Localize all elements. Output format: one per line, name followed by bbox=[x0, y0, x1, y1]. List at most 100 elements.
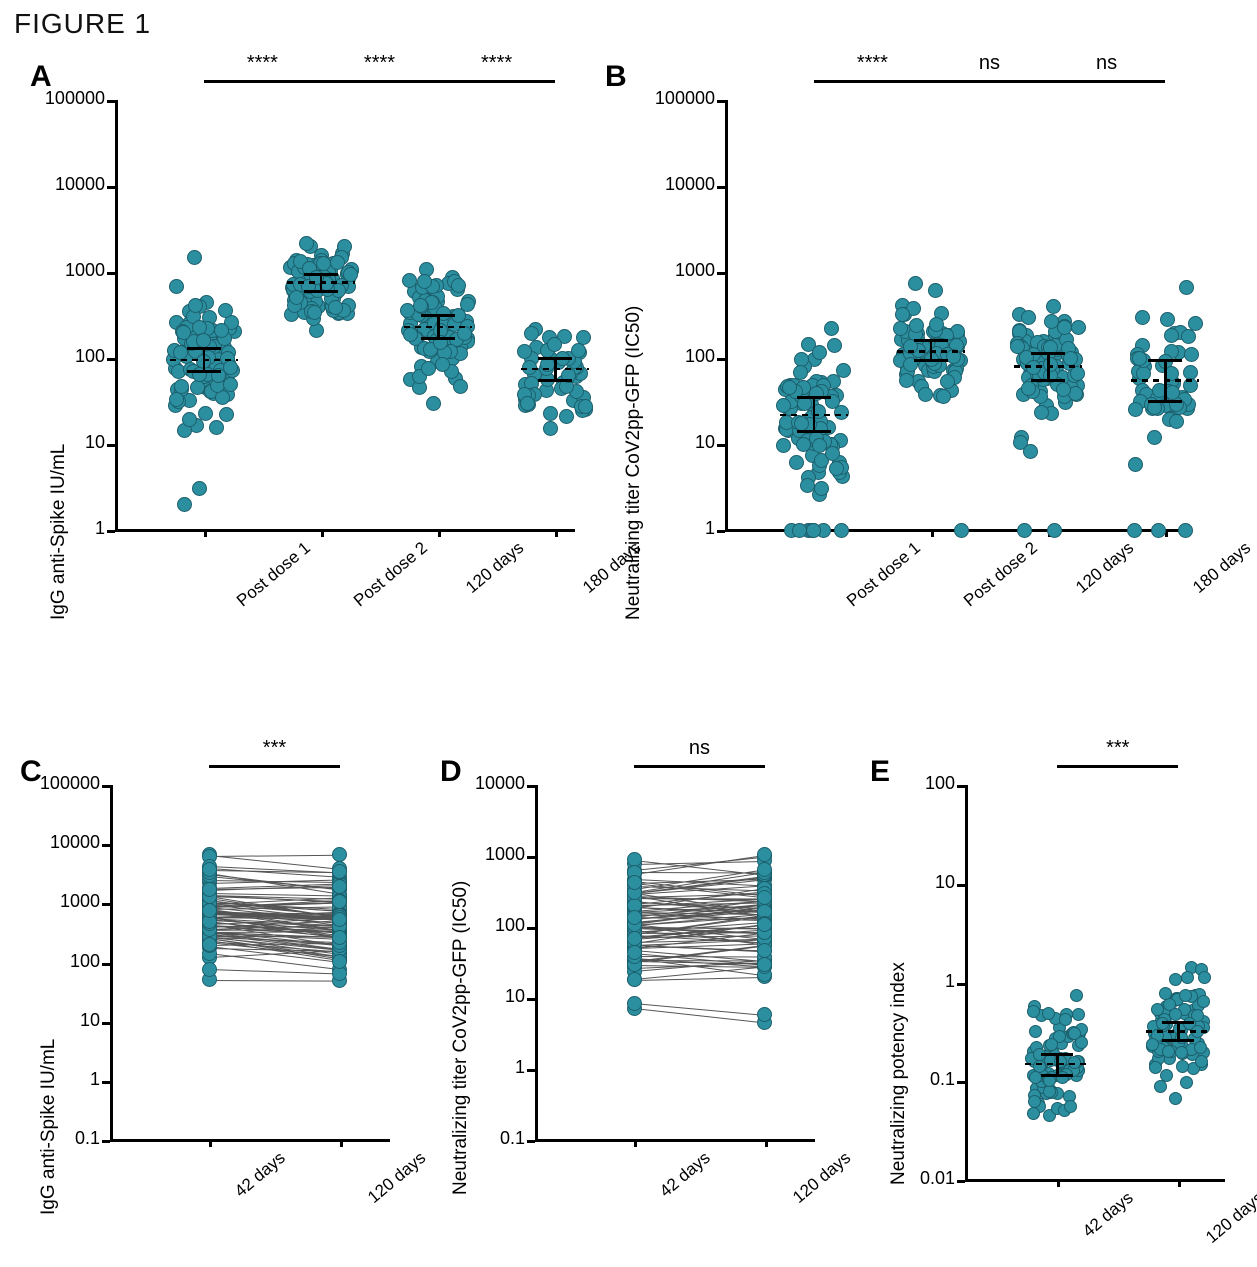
data-point bbox=[403, 327, 418, 342]
ci-vertical-line bbox=[1047, 353, 1050, 381]
ci-top-cap bbox=[1162, 1021, 1194, 1024]
ci-top-cap bbox=[304, 273, 338, 276]
x-category-label: Post dose 2 bbox=[960, 538, 1042, 611]
y-axis-line bbox=[965, 785, 968, 1180]
x-tick bbox=[931, 529, 934, 537]
y-tick-label: 10 bbox=[32, 1010, 100, 1031]
data-point bbox=[757, 862, 772, 877]
data-point bbox=[806, 523, 821, 538]
significance-label: ns bbox=[614, 737, 785, 760]
data-point bbox=[1135, 310, 1150, 325]
y-tick-label: 1 bbox=[37, 518, 105, 539]
data-point bbox=[543, 406, 558, 421]
data-point bbox=[202, 882, 217, 897]
y-tick bbox=[107, 186, 115, 189]
y-tick-label: 1 bbox=[887, 971, 955, 992]
data-point bbox=[1132, 351, 1147, 366]
x-axis-line bbox=[965, 1179, 1225, 1182]
y-tick bbox=[527, 785, 535, 788]
y-tick bbox=[957, 983, 965, 986]
data-point bbox=[812, 345, 827, 360]
data-point bbox=[1010, 339, 1025, 354]
x-category-label: Post dose 1 bbox=[233, 538, 315, 611]
significance-label: **** bbox=[418, 52, 575, 75]
ci-bottom-cap bbox=[1148, 400, 1182, 403]
data-point bbox=[1181, 971, 1194, 984]
data-point bbox=[1027, 1005, 1040, 1018]
data-point bbox=[571, 343, 586, 358]
y-tick bbox=[957, 1081, 965, 1084]
data-point bbox=[627, 972, 642, 987]
y-tick-label: 1000 bbox=[37, 260, 105, 281]
y-tick-label: 10000 bbox=[647, 174, 715, 195]
ci-bottom-cap bbox=[538, 379, 572, 382]
data-point bbox=[214, 323, 229, 338]
data-point bbox=[219, 407, 234, 422]
y-tick-label: 0.01 bbox=[887, 1168, 955, 1189]
y-tick-label: 100 bbox=[32, 951, 100, 972]
y-axis-line bbox=[535, 785, 538, 1140]
y-tick-label: 1 bbox=[32, 1069, 100, 1090]
data-point bbox=[928, 283, 943, 298]
x-axis-line bbox=[115, 529, 575, 532]
y-tick bbox=[527, 1140, 535, 1143]
data-point bbox=[188, 298, 203, 313]
data-point bbox=[1180, 1076, 1193, 1089]
y-tick-label: 100000 bbox=[37, 88, 105, 109]
data-point bbox=[426, 396, 441, 411]
data-point bbox=[827, 338, 842, 353]
data-point bbox=[1017, 523, 1032, 538]
ci-vertical-line bbox=[1164, 360, 1167, 401]
panel-b-ylabel: Neutralizing titer CoV2pp-GFP (IC50) bbox=[623, 306, 645, 620]
data-point bbox=[1059, 1013, 1072, 1026]
ci-bottom-cap bbox=[1162, 1039, 1194, 1042]
data-point bbox=[1047, 523, 1062, 538]
y-tick-label: 10 bbox=[647, 432, 715, 453]
y-tick-label: 10 bbox=[457, 986, 525, 1007]
y-tick bbox=[107, 272, 115, 275]
x-category-label: 42 days bbox=[231, 1148, 289, 1202]
data-point bbox=[524, 326, 539, 341]
y-tick-label: 100 bbox=[37, 346, 105, 367]
paired-connector-line bbox=[209, 969, 340, 974]
y-tick-label: 10 bbox=[37, 432, 105, 453]
data-point bbox=[929, 317, 944, 332]
data-point bbox=[1147, 400, 1162, 415]
panel-b: B Neutralizing titer CoV2pp-GFP (IC50) 1… bbox=[605, 60, 1235, 710]
y-tick bbox=[527, 998, 535, 1001]
y-tick bbox=[957, 785, 965, 788]
data-point bbox=[202, 903, 217, 918]
data-point bbox=[176, 325, 191, 340]
data-point bbox=[1046, 299, 1061, 314]
y-tick bbox=[717, 444, 725, 447]
data-point bbox=[1184, 347, 1199, 362]
figure-title: FIGURE 1 bbox=[14, 8, 151, 40]
ci-top-cap bbox=[1148, 359, 1182, 362]
x-tick bbox=[1178, 1179, 1181, 1187]
data-point bbox=[202, 937, 217, 952]
y-tick bbox=[717, 100, 725, 103]
data-point bbox=[1151, 523, 1166, 538]
data-point bbox=[453, 379, 468, 394]
ci-top-cap bbox=[914, 339, 948, 342]
data-point bbox=[1181, 329, 1196, 344]
y-tick bbox=[527, 1069, 535, 1072]
data-point bbox=[198, 406, 213, 421]
ci-bottom-cap bbox=[797, 430, 831, 433]
x-category-label: 120 days bbox=[789, 1148, 855, 1208]
data-point bbox=[173, 345, 188, 360]
ci-top-cap bbox=[538, 357, 572, 360]
data-point bbox=[918, 387, 933, 402]
data-point bbox=[1169, 414, 1184, 429]
data-point bbox=[343, 267, 358, 282]
y-tick bbox=[102, 1081, 110, 1084]
data-point bbox=[332, 894, 347, 909]
y-tick-label: 1000 bbox=[647, 260, 715, 281]
significance-bar bbox=[438, 80, 555, 83]
y-tick bbox=[957, 1180, 965, 1183]
paired-connector-line bbox=[209, 980, 340, 982]
data-point bbox=[1179, 989, 1192, 1002]
data-point bbox=[1128, 457, 1143, 472]
ci-vertical-line bbox=[1177, 1022, 1180, 1040]
y-tick-label: 10000 bbox=[32, 832, 100, 853]
